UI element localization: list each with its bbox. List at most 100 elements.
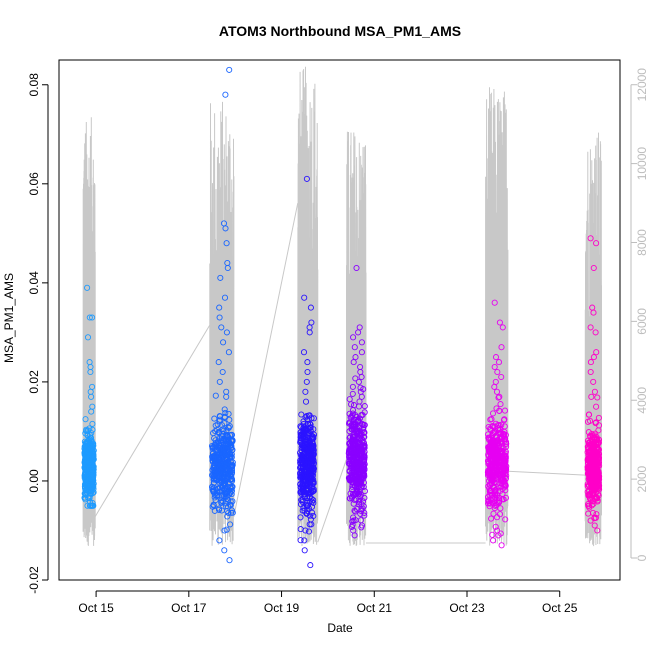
data-point [357,433,364,440]
data-point [590,354,597,361]
data-point [216,468,223,475]
data-point [220,445,227,452]
data-point [501,407,509,414]
data-point [302,527,309,534]
data-point [591,522,598,529]
data-point [349,390,356,397]
x-tick-label: Oct 23 [449,601,485,615]
data-point [88,502,95,509]
data-point [86,494,93,502]
data-point [491,505,498,512]
data-point [489,531,496,538]
data-point [353,264,360,272]
data-point [594,476,601,483]
data-point [297,470,304,477]
data-point [297,537,304,544]
data-point [213,455,220,462]
y-tick-label: -0.02 [27,566,41,594]
data-point [300,444,307,451]
data-point [210,473,217,480]
x-tick-label: Oct 25 [542,601,578,615]
data-point [84,445,91,452]
data-point [88,393,95,400]
data-point [310,462,317,469]
data-point [309,443,316,450]
data-point [346,456,353,463]
data-point [586,463,593,471]
data-point [590,440,598,448]
data-point [301,547,308,554]
data-point [484,472,492,479]
data-point [298,411,305,418]
data-point [88,408,95,415]
data-point [585,444,592,451]
data-point [301,458,308,465]
data-point [492,523,499,530]
data-point [485,423,492,431]
data-point [300,451,307,458]
data-point [590,449,597,456]
data-point [491,479,498,487]
data-point [502,516,509,523]
data-point [496,407,503,414]
data-point [587,495,594,502]
data-point [307,562,314,569]
data-point [489,474,496,481]
data-point [347,446,354,453]
data-point [350,334,357,341]
data-point [81,464,88,471]
data-point [212,392,219,399]
data-point [586,504,593,511]
data-point [301,428,308,435]
data-point [306,521,313,528]
data-point [224,507,231,515]
data-point [488,471,495,478]
data-point [497,467,504,474]
data-point [86,453,93,460]
data-point [226,557,233,564]
data-point [593,349,600,356]
data-point [587,324,594,331]
data-point [298,490,305,497]
y2-tick-label: 6000 [635,308,649,335]
data-point [212,439,220,446]
data-point [590,500,597,507]
data-point [215,429,222,437]
data-point [590,264,597,272]
data-point [492,492,499,499]
scatter-series-group [81,66,603,569]
data-point [354,439,362,446]
data-point [487,453,494,460]
data-point [228,451,235,458]
data-point [210,484,217,491]
y-tick-label: 0.02 [27,370,41,394]
data-point [84,284,91,291]
data-point [297,457,304,464]
data-point [487,500,494,507]
data-point [88,438,95,445]
data-point [226,66,233,73]
data-point [302,398,310,405]
data-point [502,475,509,482]
data-point [213,493,220,500]
data-point [220,339,227,346]
data-point [349,479,356,486]
data-point [587,517,594,524]
data-point [487,425,494,432]
data-point [307,421,314,428]
data-point [490,446,497,453]
data-point [223,427,230,434]
data-point [490,483,497,490]
data-point [498,438,505,446]
data-point [216,314,223,321]
data-point [588,465,595,472]
data-point [227,458,234,465]
data-point [492,354,500,361]
data-point [491,363,498,371]
data-point [501,416,508,423]
data-point [83,491,90,498]
y2-tick-label: 12000 [635,68,649,102]
data-point [303,468,310,475]
data-point [227,476,234,483]
data-point [349,412,356,419]
